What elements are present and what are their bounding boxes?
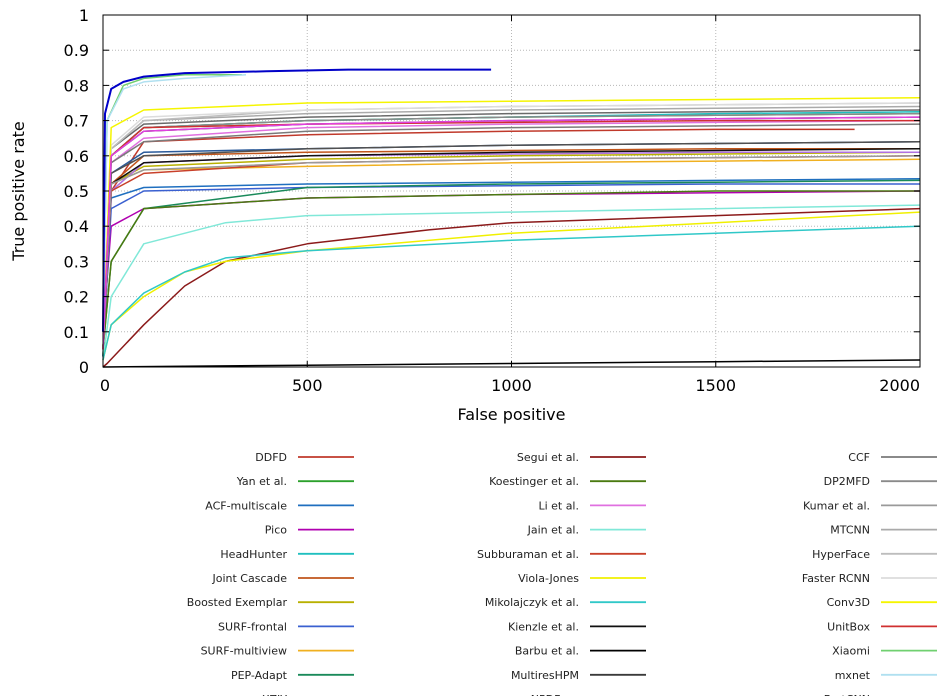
- legend-label-mikolajczyk-et-al: Mikolajczyk et al.: [485, 596, 579, 609]
- y-tick-label: 0: [79, 358, 89, 377]
- legend: DDFD Yan et al. ACF-multiscale Pico HeadHunt…: [187, 451, 937, 696]
- series-line-ours: [102, 68, 492, 332]
- series-line-surf-multiview: [102, 158, 921, 350]
- series-line-fastcnn: [102, 116, 921, 350]
- legend-label-kumar-et-al: Kumar et al.: [803, 499, 870, 512]
- series-line-conv3d: [102, 96, 921, 350]
- legend-label-multireshpm: MultiresHPM: [511, 669, 579, 682]
- legend-label-subburaman-et-al: Subburaman et al.: [477, 548, 579, 561]
- legend-label-faster-rcnn: Faster RCNN: [802, 572, 870, 585]
- legend-label-jain-et-al: Jain et al.: [527, 524, 579, 537]
- legend-label-headhunter: HeadHunter: [220, 548, 287, 561]
- legend-label-xzjy: XZJY: [262, 693, 287, 696]
- legend-label-conv3d: Conv3D: [827, 596, 870, 609]
- legend-label-pico: Pico: [265, 524, 287, 537]
- legend-label-segui-et-al: Segui et al.: [517, 451, 579, 464]
- y-tick-label: 0.2: [64, 288, 89, 307]
- series-line-viola-jones: [102, 211, 921, 361]
- x-tick-label: 1000: [491, 376, 532, 395]
- legend-label-mxnet: mxnet: [835, 669, 871, 682]
- legend-label-joint-cascade: Joint Cascade: [211, 572, 287, 585]
- x-tick-label: 500: [292, 376, 323, 395]
- legend-label-yan-et-al: Yan et al.: [236, 475, 287, 488]
- legend-label-dp2mfd: DP2MFD: [824, 475, 870, 488]
- legend-label-fastcnn: FastCNN: [824, 693, 870, 696]
- y-tick-label: 1: [79, 6, 89, 25]
- series-layer: [102, 68, 921, 368]
- legend-label-barbu-et-al: Barbu et al.: [515, 645, 579, 658]
- x-tick-label: 2000: [879, 376, 920, 395]
- series-line-mikolajczyk-et-al: [102, 225, 921, 361]
- legend-label-unitbox: UnitBox: [827, 620, 870, 633]
- y-tick-label: 0.4: [64, 217, 89, 236]
- y-tick-label: 0.5: [64, 182, 89, 201]
- x-axis-label: False positive: [457, 405, 565, 424]
- legend-label-hyperface: HyperFace: [812, 548, 870, 561]
- legend-label-koestinger-et-al: Koestinger et al.: [489, 475, 579, 488]
- legend-label-pep-adapt: PEP-Adapt: [231, 669, 288, 682]
- legend-label-acf-multiscale: ACF-multiscale: [205, 499, 287, 512]
- legend-label-ddfd: DDFD: [255, 451, 287, 464]
- y-tick-label: 0.8: [64, 76, 89, 95]
- legend-label-boosted-exemplar: Boosted Exemplar: [187, 596, 288, 609]
- y-tick-label: 0.9: [64, 41, 89, 60]
- legend-label-surf-frontal: SURF-frontal: [218, 620, 287, 633]
- series-line-segui-et-al: [102, 207, 921, 368]
- series-line-koestinger-et-al: [102, 190, 920, 350]
- y-tick-label: 0.1: [64, 323, 89, 342]
- legend-label-mtcnn: MTCNN: [830, 524, 870, 537]
- x-tick-label: 1500: [695, 376, 736, 395]
- legend-label-li-et-al: Li et al.: [538, 499, 579, 512]
- legend-label-surf-multiview: SURF-multiview: [201, 645, 287, 658]
- x-tick-label: 0: [100, 376, 110, 395]
- legend-label-ccf: CCF: [848, 451, 870, 464]
- y-axis-label: True positive rate: [9, 121, 28, 261]
- legend-label-npdface: NPDFace: [531, 693, 579, 696]
- legend-label-viola-jones: Viola-Jones: [518, 572, 579, 585]
- legend-label-xiaomi: Xiaomi: [832, 645, 870, 658]
- y-tick-label: 0.6: [64, 147, 89, 166]
- series-line-kumar-et-al: [102, 155, 921, 350]
- legend-label-kienzle-et-al: Kienzle et al.: [508, 620, 579, 633]
- y-tick-label: 0.3: [64, 252, 89, 271]
- tick-layer: 0 500 1000 1500 2000 0 0.1 0.2 0.3 0.4 0.5 0.6 0.7 0.…: [64, 6, 921, 395]
- series-line-jain-et-al: [102, 204, 921, 361]
- y-tick-label: 0.7: [64, 112, 89, 131]
